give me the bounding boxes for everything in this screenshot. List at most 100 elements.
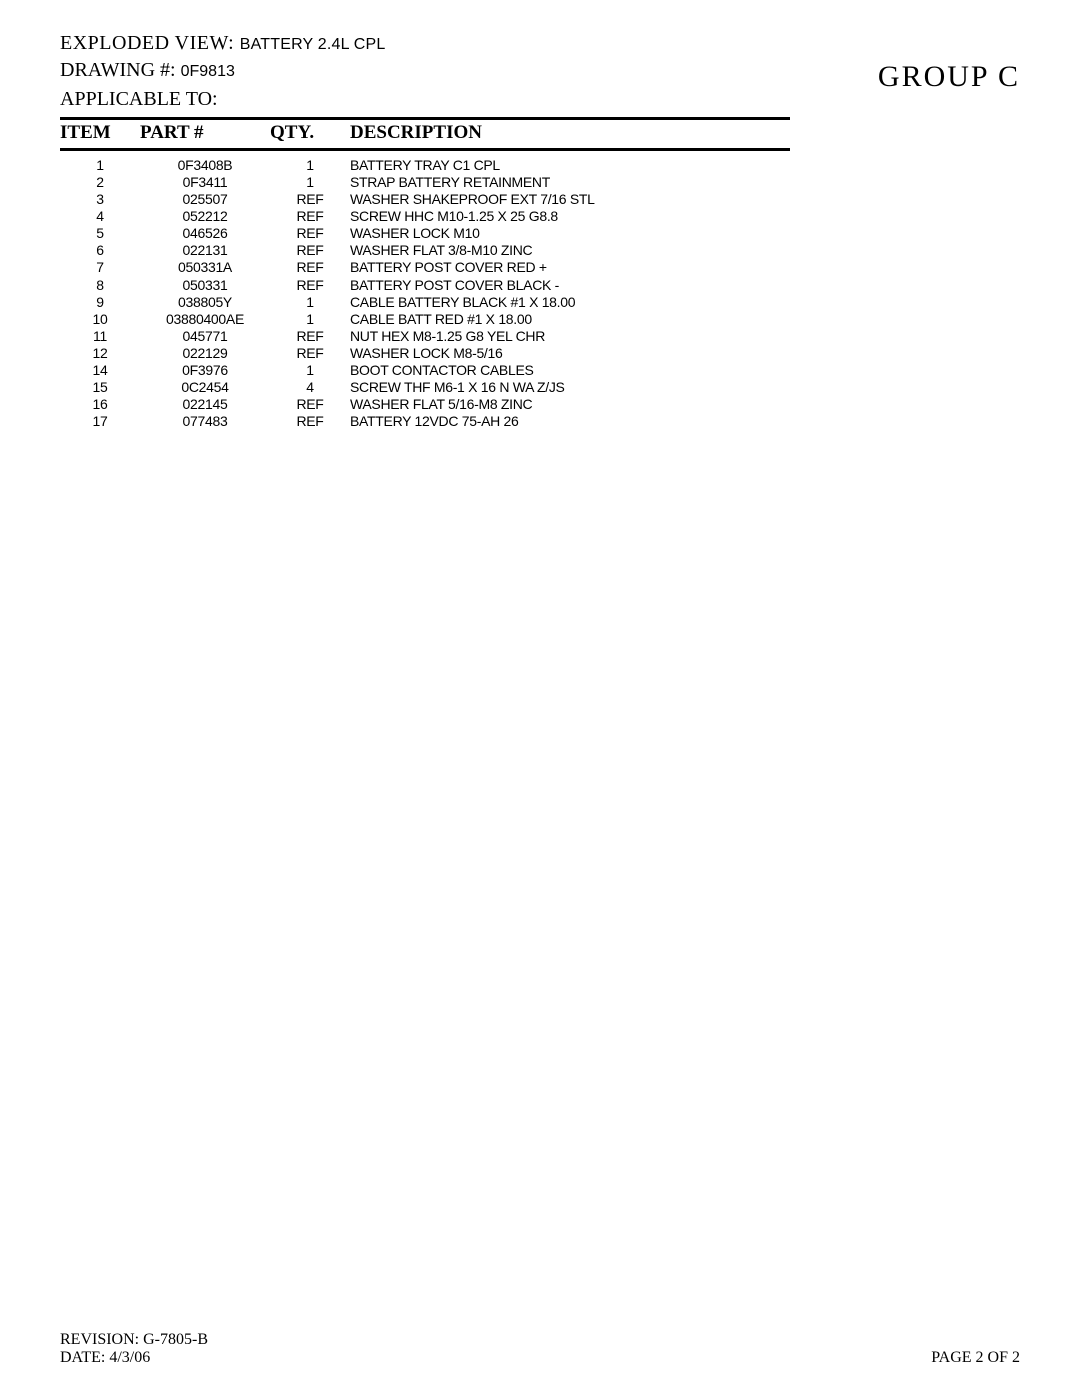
part-cell: 038805Y (140, 294, 270, 311)
drawing-label: DRAWING #: (60, 59, 176, 81)
qty-cell: REF (270, 259, 350, 276)
part-cell: 025507 (140, 191, 270, 208)
item-cell: 16 (60, 396, 140, 413)
qty-cell: 1 (270, 294, 350, 311)
parts-table: ITEM PART # QTY. DESCRIPTION 10F3408B1BA… (60, 117, 790, 430)
table-row: 6022131REFWASHER FLAT 3/8-M10 ZINC (60, 242, 790, 259)
desc-cell: BATTERY POST COVER BLACK - (350, 277, 790, 294)
desc-cell: NUT HEX M8-1.25 G8 YEL CHR (350, 328, 790, 345)
header-block: EXPLODED VIEW: BATTERY 2.4L CPL DRAWING … (60, 32, 1020, 111)
desc-cell: STRAP BATTERY RETAINMENT (350, 174, 790, 191)
desc-cell: WASHER FLAT 3/8-M10 ZINC (350, 242, 790, 259)
qty-cell: 1 (270, 311, 350, 328)
table-row: 17077483REFBATTERY 12VDC 75-AH 26 (60, 413, 790, 430)
table-row: 3025507REFWASHER SHAKEPROOF EXT 7/16 STL (60, 191, 790, 208)
part-cell: 050331A (140, 259, 270, 276)
table-row: 5046526REFWASHER LOCK M10 (60, 225, 790, 242)
desc-cell: WASHER LOCK M10 (350, 225, 790, 242)
item-cell: 4 (60, 208, 140, 225)
page-number: PAGE 2 OF 2 (931, 1349, 1020, 1367)
qty-cell: REF (270, 208, 350, 225)
applicable-to-label: APPLICABLE TO: (60, 88, 218, 110)
desc-cell: WASHER FLAT 5/16-M8 ZINC (350, 396, 790, 413)
item-cell: 11 (60, 328, 140, 345)
part-cell: 0F3408B (140, 150, 270, 175)
item-cell: 12 (60, 345, 140, 362)
desc-cell: CABLE BATTERY BLACK #1 X 18.00 (350, 294, 790, 311)
exploded-view-value: BATTERY 2.4L CPL (240, 36, 386, 53)
table-row: 8050331REFBATTERY POST COVER BLACK - (60, 277, 790, 294)
item-cell: 6 (60, 242, 140, 259)
desc-cell: BOOT CONTACTOR CABLES (350, 362, 790, 379)
desc-cell: BATTERY 12VDC 75-AH 26 (350, 413, 790, 430)
part-cell: 0F3411 (140, 174, 270, 191)
qty-cell: REF (270, 277, 350, 294)
table-row: 7050331AREFBATTERY POST COVER RED + (60, 259, 790, 276)
revision-line: REVISION: G-7805-B (60, 1331, 1020, 1349)
desc-cell: SCREW THF M6-1 X 16 N WA Z/JS (350, 379, 790, 396)
part-cell: 045771 (140, 328, 270, 345)
revision-label: REVISION: (60, 1331, 139, 1348)
table-row: 150C24544SCREW THF M6-1 X 16 N WA Z/JS (60, 379, 790, 396)
item-cell: 17 (60, 413, 140, 430)
qty-cell: REF (270, 396, 350, 413)
item-cell: 2 (60, 174, 140, 191)
part-cell: 046526 (140, 225, 270, 242)
col-item: ITEM (60, 119, 140, 150)
table-body: 10F3408B1BATTERY TRAY C1 CPL20F34111STRA… (60, 150, 790, 431)
part-cell: 022131 (140, 242, 270, 259)
table-header-row: ITEM PART # QTY. DESCRIPTION (60, 119, 790, 150)
group-label: GROUP C (878, 60, 1020, 94)
table-row: 140F39761BOOT CONTACTOR CABLES (60, 362, 790, 379)
qty-cell: REF (270, 225, 350, 242)
table-row: 16022145REFWASHER FLAT 5/16-M8 ZINC (60, 396, 790, 413)
part-cell: 0F3976 (140, 362, 270, 379)
date-value: 4/3/06 (109, 1349, 150, 1366)
part-cell: 050331 (140, 277, 270, 294)
exploded-view-line: EXPLODED VIEW: BATTERY 2.4L CPL (60, 32, 1020, 55)
item-cell: 1 (60, 150, 140, 175)
table-row: 4052212REFSCREW HHC M10-1.25 X 25 G8.8 (60, 208, 790, 225)
qty-cell: 1 (270, 174, 350, 191)
col-part: PART # (140, 119, 270, 150)
item-cell: 8 (60, 277, 140, 294)
qty-cell: REF (270, 191, 350, 208)
desc-cell: WASHER SHAKEPROOF EXT 7/16 STL (350, 191, 790, 208)
item-cell: 5 (60, 225, 140, 242)
item-cell: 14 (60, 362, 140, 379)
revision-value: G-7805-B (143, 1331, 208, 1348)
drawing-line: DRAWING #: 0F9813 (60, 59, 1020, 82)
desc-cell: WASHER LOCK M8-5/16 (350, 345, 790, 362)
exploded-view-label: EXPLODED VIEW: (60, 32, 234, 54)
item-cell: 9 (60, 294, 140, 311)
desc-cell: BATTERY POST COVER RED + (350, 259, 790, 276)
table-row: 12022129REFWASHER LOCK M8-5/16 (60, 345, 790, 362)
table-row: 9038805Y1CABLE BATTERY BLACK #1 X 18.00 (60, 294, 790, 311)
desc-cell: BATTERY TRAY C1 CPL (350, 150, 790, 175)
footer: REVISION: G-7805-B DATE: 4/3/06 PAGE 2 O… (60, 1331, 1020, 1367)
part-cell: 077483 (140, 413, 270, 430)
desc-cell: CABLE BATT RED #1 X 18.00 (350, 311, 790, 328)
table-row: 1003880400AE1CABLE BATT RED #1 X 18.00 (60, 311, 790, 328)
qty-cell: REF (270, 242, 350, 259)
part-cell: 022145 (140, 396, 270, 413)
item-cell: 10 (60, 311, 140, 328)
table-row: 10F3408B1BATTERY TRAY C1 CPL (60, 150, 790, 175)
drawing-value: 0F9813 (181, 63, 235, 80)
item-cell: 15 (60, 379, 140, 396)
col-qty: QTY. (270, 119, 350, 150)
applicable-to-line: APPLICABLE TO: (60, 88, 1020, 111)
date-label: DATE: (60, 1349, 105, 1366)
desc-cell: SCREW HHC M10-1.25 X 25 G8.8 (350, 208, 790, 225)
table-row: 20F34111STRAP BATTERY RETAINMENT (60, 174, 790, 191)
qty-cell: REF (270, 345, 350, 362)
part-cell: 052212 (140, 208, 270, 225)
qty-cell: REF (270, 413, 350, 430)
page: EXPLODED VIEW: BATTERY 2.4L CPL DRAWING … (0, 0, 1080, 1397)
qty-cell: 4 (270, 379, 350, 396)
table-row: 11045771REFNUT HEX M8-1.25 G8 YEL CHR (60, 328, 790, 345)
item-cell: 3 (60, 191, 140, 208)
qty-cell: 1 (270, 362, 350, 379)
part-cell: 0C2454 (140, 379, 270, 396)
qty-cell: 1 (270, 150, 350, 175)
